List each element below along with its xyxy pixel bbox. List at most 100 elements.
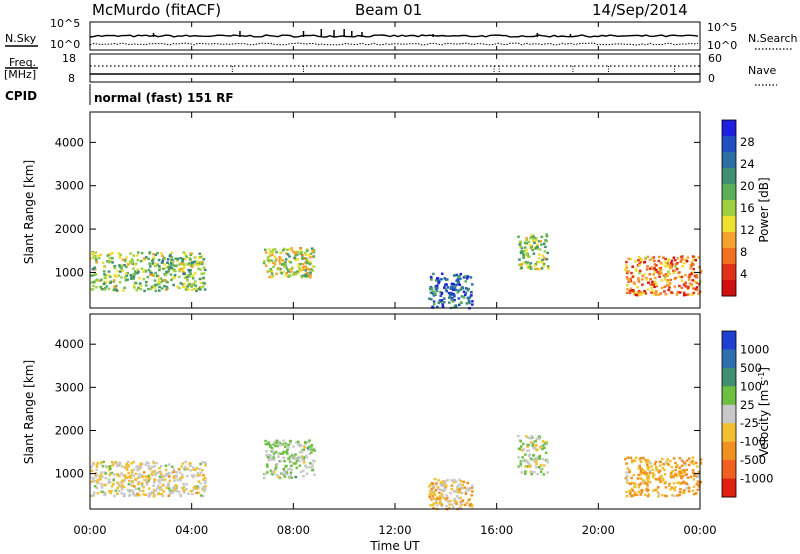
echo-cell <box>284 258 288 261</box>
echo-cell <box>159 488 162 491</box>
echo-cell <box>293 271 296 274</box>
echo-cell <box>164 274 167 277</box>
echo-cell <box>312 255 316 258</box>
echo-cell <box>166 287 169 290</box>
ytick-label: 4000 <box>55 337 84 351</box>
echo-cell <box>290 464 293 468</box>
echo-cell <box>687 463 691 467</box>
echo-cell <box>294 458 298 461</box>
echo-cell <box>440 278 443 281</box>
echo-cell <box>151 259 154 262</box>
echo-cell <box>653 259 656 263</box>
echo-cell <box>90 465 93 469</box>
echo-cell <box>634 483 637 486</box>
echo-cell <box>658 460 662 464</box>
echo-cell <box>645 268 649 271</box>
echo-cell <box>546 461 550 464</box>
echo-cell <box>432 302 436 306</box>
echo-cell <box>309 252 313 255</box>
echo-cell <box>142 278 146 281</box>
echo-cell <box>294 273 297 276</box>
echo-cell <box>289 261 292 264</box>
echo-cell <box>661 493 664 497</box>
echo-cell <box>300 251 303 254</box>
echo-cell <box>132 275 136 278</box>
echo-cell <box>431 495 435 498</box>
echo-cell <box>158 267 162 270</box>
echo-cell <box>683 294 686 297</box>
echo-cell <box>163 257 166 260</box>
echo-cell <box>264 472 267 476</box>
echo-cell <box>301 458 304 461</box>
echo-cell <box>459 502 462 505</box>
echo-cell <box>183 252 187 255</box>
echo-cell <box>134 487 138 490</box>
echo-cell <box>179 493 182 497</box>
echo-cell <box>170 262 173 265</box>
echo-cell <box>172 470 176 473</box>
echo-cell <box>202 474 205 477</box>
echo-cell <box>542 464 546 467</box>
echo-cell <box>534 263 538 266</box>
echo-cell <box>692 462 695 466</box>
echo-cell <box>120 264 124 267</box>
echo-cell <box>685 487 688 490</box>
echo-cell <box>276 268 280 271</box>
echo-cell <box>305 456 309 459</box>
ytick-label: 3000 <box>55 179 84 193</box>
echo-cell <box>161 478 164 481</box>
echo-cell <box>624 457 627 461</box>
echo-cell <box>432 485 435 488</box>
echo-cell <box>650 266 653 269</box>
echo-cell <box>198 467 201 471</box>
echo-cell <box>142 486 145 489</box>
echo-cell <box>177 490 181 494</box>
echo-cell <box>639 260 643 264</box>
echo-cell <box>123 466 127 469</box>
echo-cell <box>265 463 269 466</box>
echo-cell <box>197 480 201 483</box>
echo-cell <box>147 487 151 490</box>
colorbar-swatch <box>722 168 736 185</box>
echo-cell <box>136 254 139 257</box>
echo-cell <box>286 248 289 251</box>
echo-cell <box>148 493 151 496</box>
echo-cell <box>541 254 545 257</box>
echo-cell <box>161 483 165 487</box>
echo-cell <box>640 467 644 470</box>
echo-cell <box>663 278 667 281</box>
echo-cell <box>626 481 629 484</box>
echo-cell <box>639 457 642 460</box>
echo-cell <box>545 442 548 446</box>
echo-cell <box>273 458 276 461</box>
echo-cell <box>634 260 637 263</box>
echo-cell <box>530 245 533 249</box>
echo-cell <box>294 475 297 479</box>
echo-cell <box>440 299 444 302</box>
echo-cell <box>648 480 652 484</box>
echo-cell <box>533 264 537 267</box>
echo-cell <box>283 264 286 268</box>
echo-cell <box>197 486 201 489</box>
nsky-trace <box>89 34 699 38</box>
echo-cell <box>198 277 202 281</box>
echo-cell <box>159 277 163 280</box>
echo-cell <box>103 492 107 495</box>
echo-cell <box>519 251 523 254</box>
echo-cell <box>149 287 153 291</box>
echo-cell <box>525 248 529 252</box>
echo-cell <box>444 278 448 281</box>
echo-cell <box>202 478 205 481</box>
echo-cell <box>661 457 664 461</box>
echo-cell <box>181 462 185 465</box>
echo-cell <box>274 450 278 454</box>
echo-cell <box>109 467 112 470</box>
echo-cell <box>523 250 526 253</box>
echo-cell <box>299 252 303 255</box>
echo-cell <box>95 259 98 263</box>
echo-cell <box>637 473 640 477</box>
echo-cell <box>161 260 164 263</box>
echo-cell <box>298 451 302 454</box>
echo-cell <box>176 259 179 262</box>
echo-cell <box>269 469 273 472</box>
